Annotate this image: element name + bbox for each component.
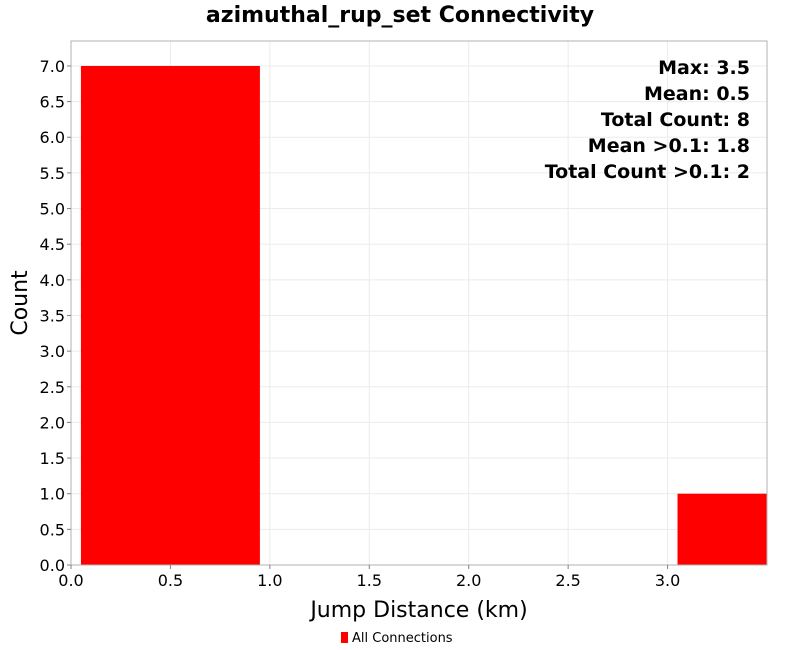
x-tick-label: 1.5 (357, 571, 382, 590)
y-tick-label: 4.5 (40, 235, 65, 254)
y-tick-label: 6.5 (40, 93, 65, 112)
y-axis-label: Count (8, 270, 33, 336)
x-tick-label: 0.0 (58, 571, 83, 590)
stat-annotation: Total Count: 8 (601, 109, 750, 131)
y-tick-label: 0.0 (40, 556, 65, 575)
bars (80, 65, 767, 565)
legend-label: All Connections (352, 631, 453, 646)
x-tick-label: 0.5 (158, 571, 183, 590)
histogram-bar (80, 65, 260, 565)
y-tick-label: 3.0 (40, 342, 65, 361)
histogram-bar (677, 493, 767, 565)
y-tick-label: 7.0 (40, 57, 65, 76)
y-axis-ticks: 0.0 0.5 1.0 1.5 2.0 2.5 3.0 3.5 4.0 4.5 5.0 5.5 6.0 6… (40, 57, 71, 575)
x-axis-ticks: 0.0 0.5 1.0 1.5 2.0 2.5 3.0 (58, 565, 680, 590)
y-tick-label: 5.5 (40, 164, 65, 183)
x-axis-label: Jump Distance (km) (308, 598, 527, 623)
y-tick-label: 1.0 (40, 485, 65, 504)
y-tick-label: 3.5 (40, 306, 65, 325)
stat-annotation: Mean: 0.5 (644, 83, 750, 105)
y-tick-label: 1.5 (40, 449, 65, 468)
x-tick-label: 2.5 (555, 571, 580, 590)
y-tick-label: 6.0 (40, 128, 65, 147)
stat-annotation: Total Count >0.1: 2 (545, 161, 750, 183)
y-tick-label: 4.0 (40, 271, 65, 290)
stats-annotations: Max: 3.5 Mean: 0.5 Total Count: 8 Mean >0.1… (545, 57, 750, 183)
x-tick-label: 2.0 (456, 571, 481, 590)
y-tick-label: 5.0 (40, 200, 65, 219)
stat-annotation: Max: 3.5 (658, 57, 750, 79)
chart-title: azimuthal_rup_set Connectivity (206, 3, 594, 28)
legend: All Connections (341, 631, 453, 646)
y-tick-label: 2.0 (40, 413, 65, 432)
y-tick-label: 2.5 (40, 378, 65, 397)
x-tick-label: 3.0 (655, 571, 680, 590)
y-tick-label: 0.5 (40, 520, 65, 539)
x-tick-label: 1.0 (257, 571, 282, 590)
plot-area-border (70, 40, 768, 566)
stat-annotation: Mean >0.1: 1.8 (588, 135, 750, 157)
legend-swatch (341, 632, 348, 643)
